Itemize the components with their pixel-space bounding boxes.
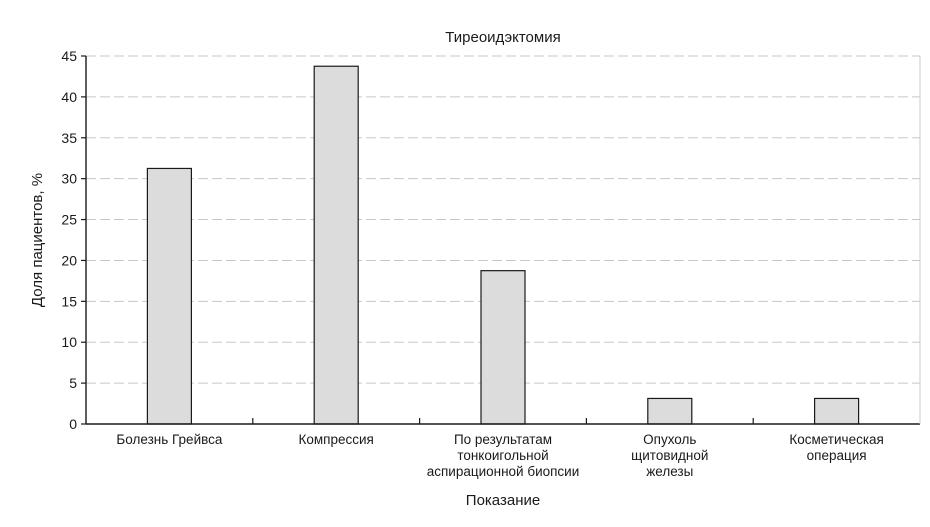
y-tick-label: 15 [61, 293, 77, 309]
x-tick-label: По результатам тонкоигольной аспирационной… [427, 432, 580, 479]
y-tick-label: 45 [61, 48, 77, 64]
x-tick-label: Болезнь Грейвса [116, 432, 222, 447]
y-tick-label: 35 [61, 130, 77, 146]
bar [313, 65, 359, 425]
x-tick-label: Косметическая операция [789, 432, 884, 463]
y-tick-label: 10 [61, 334, 77, 350]
bar [813, 397, 860, 425]
x-tick-label: Компрессия [299, 432, 374, 447]
y-axis-label: Доля пациентов, % [29, 173, 46, 307]
bar [647, 397, 693, 425]
x-axis-label: Показание [466, 492, 540, 509]
bar [146, 167, 192, 425]
chart-title: Тиреоидэктомия [445, 29, 560, 46]
bar [480, 270, 526, 425]
y-tick-label: 40 [61, 89, 77, 105]
y-tick-label: 25 [61, 212, 77, 228]
y-tick-label: 20 [61, 252, 77, 268]
y-tick-label: 30 [61, 171, 77, 187]
y-tick-label: 5 [69, 375, 77, 391]
x-tick-label: Опухоль щитовидной железы [631, 432, 708, 479]
y-tick-label: 0 [69, 416, 77, 432]
